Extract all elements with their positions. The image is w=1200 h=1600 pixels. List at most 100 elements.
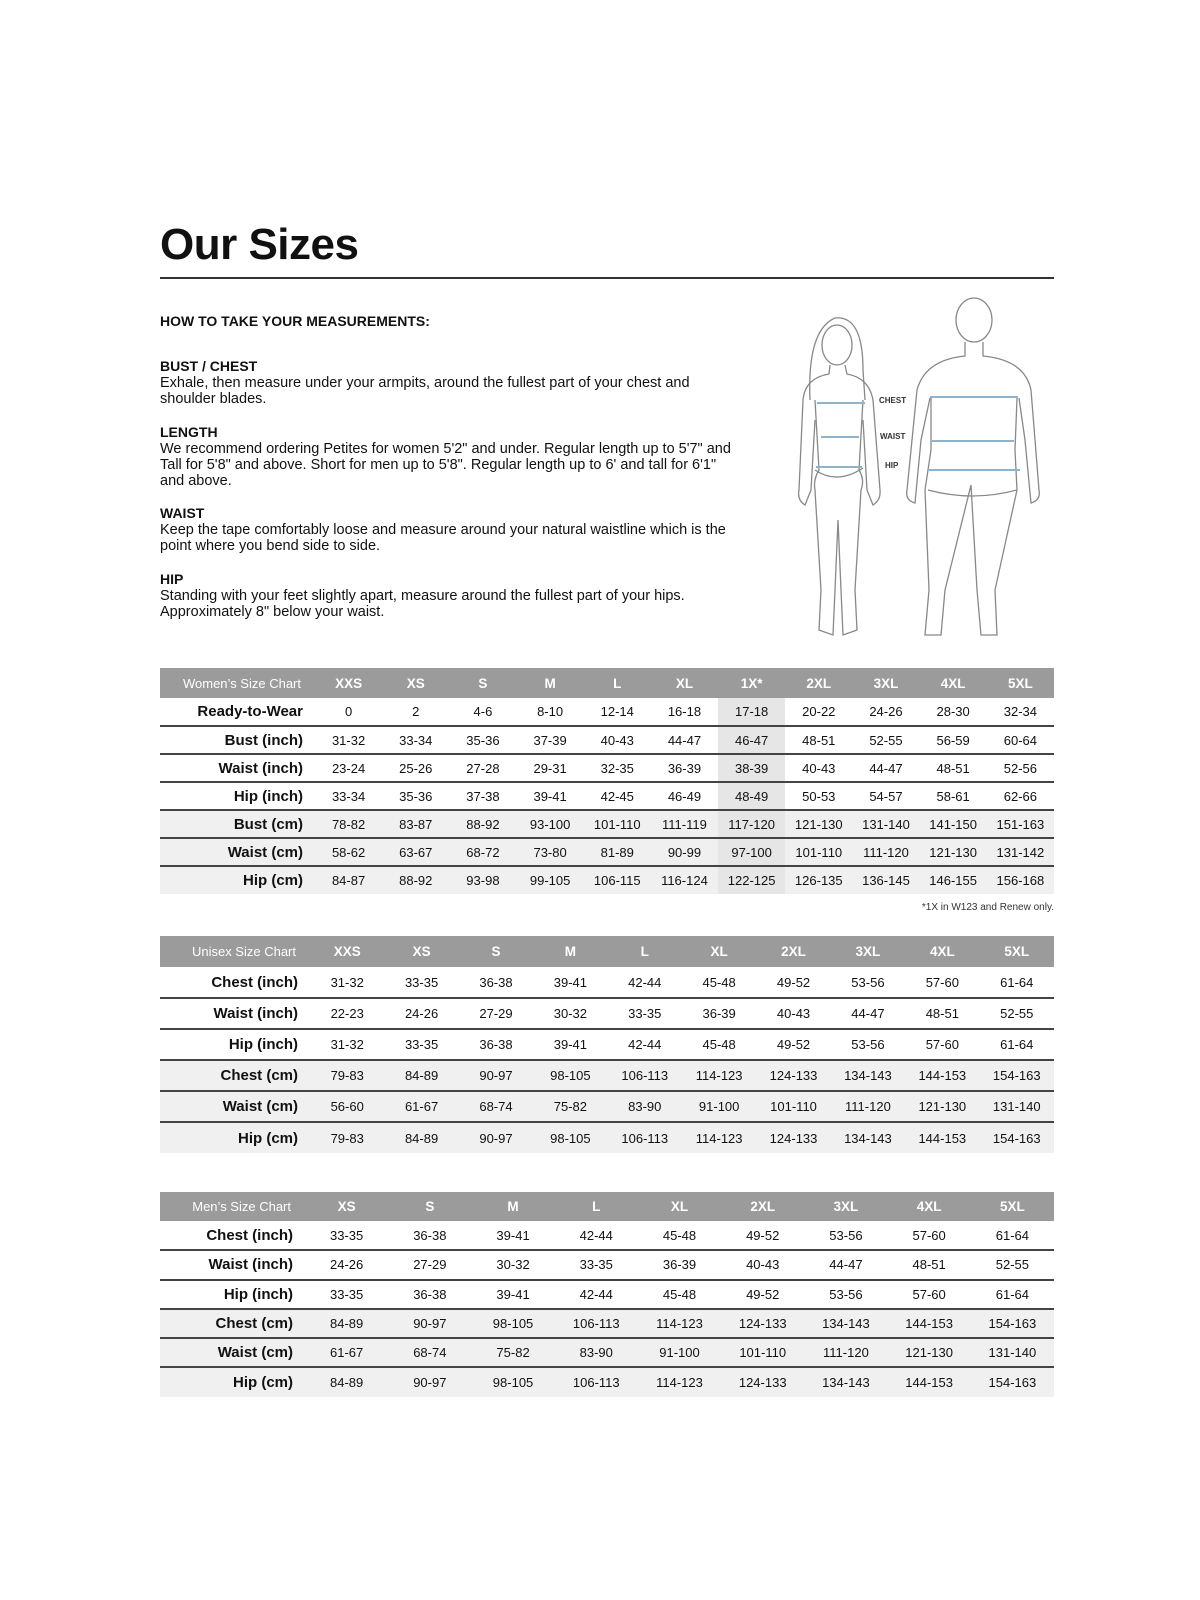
body-measurement-illustration: CHEST WAIST HIP	[797, 297, 1040, 636]
size-cell: 36-39	[650, 754, 719, 783]
size-header: 2XL	[721, 1192, 805, 1221]
size-cell: 144-153	[905, 1122, 980, 1153]
size-cell: 88-92	[382, 866, 450, 894]
size-header: XS	[305, 1192, 389, 1221]
row-label: Waist (inch)	[160, 1250, 305, 1281]
size-cell: 57-60	[905, 1029, 980, 1061]
size-header: 4XL	[905, 936, 980, 967]
size-cell: 81-89	[583, 838, 651, 867]
section-bust-chest: BUST / CHEST Exhale, then measure under …	[160, 358, 740, 407]
size-cell: 61-64	[979, 1029, 1054, 1061]
size-cell: 84-87	[315, 866, 383, 894]
size-cell: 25-26	[382, 754, 450, 783]
size-header: XL	[681, 936, 757, 967]
size-cell: 134-143	[830, 1122, 906, 1153]
size-cell: 114-123	[637, 1308, 722, 1340]
unisex-size-chart: Unisex Size Chart XXS XS S M L XL 2XL 3XL 4XL 5XL C…	[160, 936, 1054, 1153]
section-heading: BUST / CHEST	[160, 358, 258, 374]
size-cell: 46-47	[718, 726, 786, 755]
size-header: 5XL	[986, 668, 1054, 698]
size-cell: 84-89	[384, 1122, 459, 1153]
size-cell: 62-66	[986, 782, 1054, 811]
size-header: 5XL	[970, 1192, 1054, 1221]
size-cell: 53-56	[830, 967, 906, 999]
size-cell: 111-120	[804, 1338, 888, 1369]
size-cell: 30-32	[471, 1250, 555, 1281]
womens-size-chart: Women’s Size Chart XXS XS S M L XL 1X* 2XL 3XL 4XL…	[160, 668, 1054, 894]
size-header: 3XL	[804, 1192, 888, 1221]
size-cell: 68-74	[388, 1338, 472, 1369]
size-cell: 16-18	[650, 698, 719, 727]
header-row: Unisex Size Chart XXS XS S M L XL 2XL 3XL 4XL 5XL	[160, 936, 1054, 967]
section-text: Keep the tape comfortably loose and meas…	[160, 522, 726, 554]
size-cell: 49-52	[721, 1279, 805, 1310]
size-cell: 42-44	[554, 1279, 638, 1310]
size-cell: 106-113	[607, 1122, 682, 1153]
size-cell: 61-64	[970, 1221, 1054, 1252]
size-cell: 58-61	[919, 782, 987, 811]
size-cell: 131-140	[852, 810, 920, 839]
size-cell: 33-35	[305, 1279, 389, 1310]
size-cell: 114-123	[637, 1367, 722, 1397]
table-row: Waist (cm) 61-67 68-74 75-82 83-90 91-100 101-…	[160, 1338, 1054, 1369]
size-cell: 53-56	[804, 1279, 888, 1310]
row-label: Hip (inch)	[160, 1029, 310, 1061]
size-cell: 42-44	[554, 1221, 638, 1252]
size-cell: 12-14	[583, 698, 651, 727]
size-cell: 121-130	[785, 810, 853, 839]
row-label: Waist (cm)	[160, 1091, 310, 1123]
size-cell: 23-24	[315, 754, 383, 783]
table-row: Bust (cm) 78-82 83-87 88-92 93-100 101-110 111…	[160, 810, 1054, 839]
size-cell: 36-38	[458, 967, 534, 999]
male-measure-lines	[928, 396, 1020, 471]
size-cell: 2	[382, 698, 450, 727]
size-cell: 111-120	[830, 1091, 906, 1123]
size-cell: 42-45	[583, 782, 651, 811]
size-header: XS	[382, 668, 450, 698]
header-row: Men’s Size Chart XS S M L XL 2XL 3XL 4XL 5XL	[160, 1192, 1054, 1221]
size-cell: 39-41	[471, 1279, 555, 1310]
size-cell: 24-26	[384, 998, 459, 1030]
size-cell: 101-110	[583, 810, 651, 839]
size-cell: 122-125	[718, 866, 786, 894]
size-cell: 56-60	[310, 1091, 385, 1123]
row-label: Waist (inch)	[160, 754, 315, 783]
size-cell: 52-55	[852, 726, 920, 755]
size-cell: 124-133	[756, 1122, 831, 1153]
size-cell: 35-36	[449, 726, 517, 755]
size-cell: 60-64	[986, 726, 1054, 755]
size-cell: 42-44	[607, 967, 682, 999]
size-cell: 68-72	[449, 838, 517, 867]
size-cell: 57-60	[887, 1221, 971, 1252]
size-cell: 38-39	[718, 754, 786, 783]
size-header: 1X*	[718, 668, 786, 698]
size-cell: 91-100	[681, 1091, 757, 1123]
size-cell: 154-163	[970, 1367, 1054, 1397]
size-cell: 90-97	[388, 1367, 472, 1397]
waist-label: WAIST	[880, 432, 905, 441]
size-cell: 114-123	[681, 1060, 757, 1092]
size-cell: 27-28	[449, 754, 517, 783]
size-cell: 156-168	[986, 866, 1054, 894]
section-heading: LENGTH	[160, 424, 218, 440]
size-header: 4XL	[919, 668, 987, 698]
size-cell: 48-51	[785, 726, 853, 755]
size-cell: 44-47	[830, 998, 906, 1030]
size-cell: 154-163	[979, 1122, 1054, 1153]
section-waist: WAIST Keep the tape comfortably loose an…	[160, 505, 740, 554]
footnote: *1X in W123 and Renew only.	[921, 902, 1054, 913]
size-header: 3XL	[852, 668, 920, 698]
size-header: XXS	[315, 668, 383, 698]
size-cell: 106-115	[583, 866, 651, 894]
size-cell: 88-92	[449, 810, 517, 839]
size-cell: 134-143	[830, 1060, 906, 1092]
size-cell: 49-52	[756, 1029, 831, 1061]
chest-label: CHEST	[879, 396, 906, 405]
size-cell: 50-53	[785, 782, 853, 811]
size-cell: 39-41	[471, 1221, 555, 1252]
size-header: M	[516, 668, 584, 698]
size-cell: 53-56	[804, 1221, 888, 1252]
female-measure-lines	[816, 402, 865, 468]
size-cell: 61-64	[979, 967, 1054, 999]
size-cell: 27-29	[388, 1250, 472, 1281]
